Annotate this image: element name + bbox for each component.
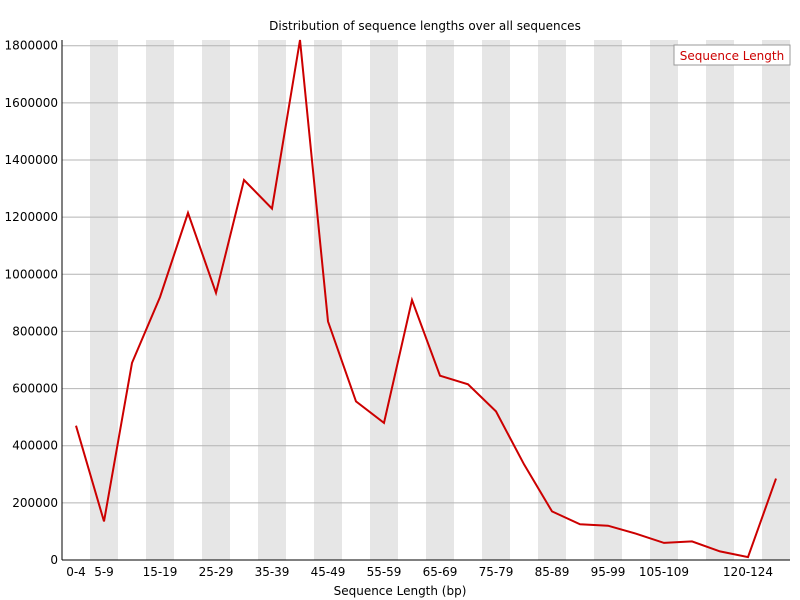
y-tick-label: 600000 [12,382,58,396]
band-7 [258,40,286,560]
x-tick-label: 65-69 [423,565,458,579]
x-tick-label: 85-89 [535,565,570,579]
series-line-sequence-length [75,39,777,559]
x-tick-label: 120-124 [723,565,773,579]
band-19 [594,40,622,560]
band-11 [370,40,398,560]
y-tick-label: 1600000 [5,96,58,110]
axes [61,40,790,561]
x-tick-label: 15-19 [143,565,178,579]
band-1 [90,40,118,560]
y-tick-label: 1400000 [5,153,58,167]
band-17 [538,40,566,560]
band-15 [482,40,510,560]
band-3 [146,40,174,560]
x-tick-label: 0-4 [66,565,86,579]
x-axis-label: Sequence Length (bp) [334,584,467,598]
y-axis-tick-labels: 0 200000 400000 600000 800000 1000000 1200000 1… [5,39,58,567]
y-tick-label: 1000000 [5,267,58,281]
x-tick-label: 105-109 [639,565,689,579]
band-25 [762,40,790,560]
x-tick-label: 75-79 [479,565,514,579]
y-tick-label: 400000 [12,439,58,453]
y-tick-label: 1200000 [5,210,58,224]
band-5 [202,40,230,560]
y-tick-label: 0 [50,553,58,567]
band-9 [314,40,342,560]
y-tick-label: 200000 [12,496,58,510]
band-21 [650,40,678,560]
background-bands [90,40,790,560]
x-tick-label: 95-99 [591,565,626,579]
x-tick-label: 45-49 [311,565,346,579]
legend-box [673,44,791,66]
x-tick-label: 5-9 [94,565,114,579]
series-lines [75,39,777,559]
band-23 [706,40,734,560]
x-tick-label: 25-29 [199,565,234,579]
x-axis-tick-labels: 0-4 5-9 15-19 25-29 35-39 45-49 55-59 65-69 75-7… [66,565,773,579]
y-tick-label: 800000 [12,324,58,338]
x-tick-label: 55-59 [367,565,402,579]
chart-title: Distribution of sequence lengths over al… [269,19,581,33]
legend-entry-sequence-length: Sequence Length [680,49,784,63]
horizontal-gridlines [62,45,790,504]
x-tick-label: 35-39 [255,565,290,579]
band-13 [426,40,454,560]
y-tick-label: 1800000 [5,39,58,53]
legend: Sequence Length [673,44,791,66]
